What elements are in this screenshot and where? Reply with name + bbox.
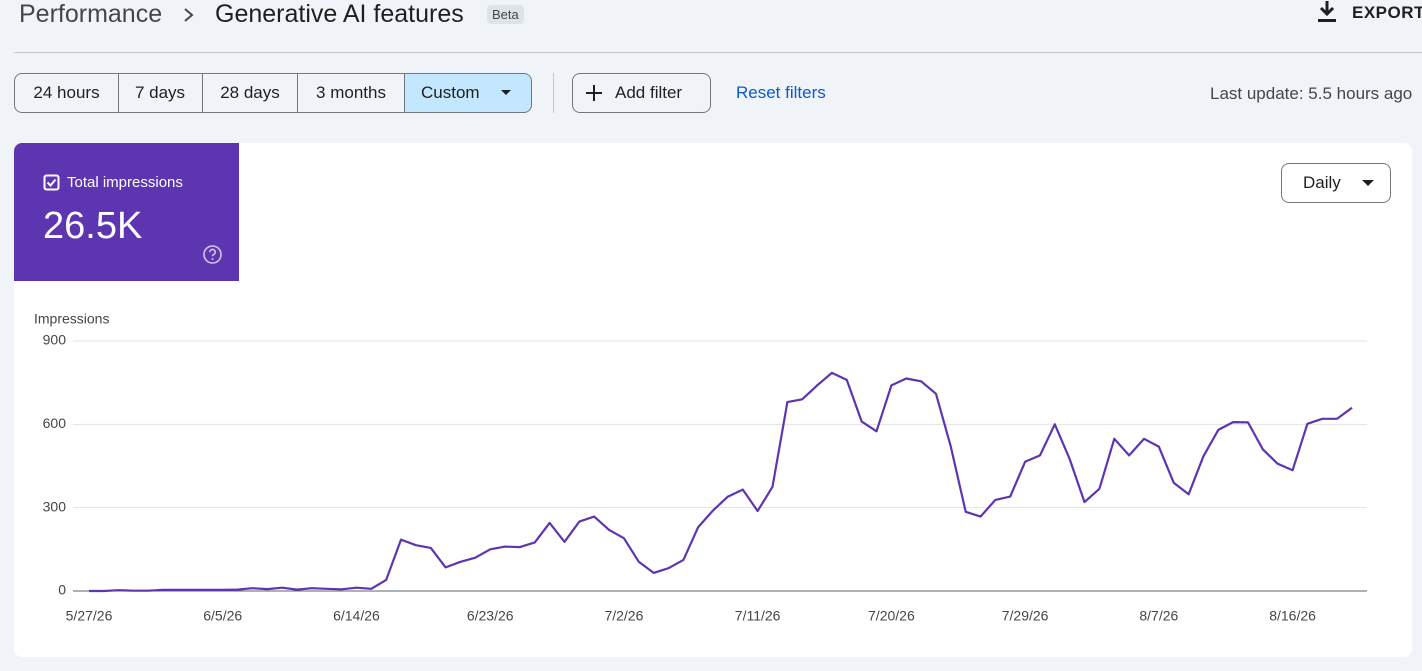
range-button[interactable]: 3 months — [298, 73, 405, 113]
x-tick-label: 7/20/26 — [868, 608, 915, 624]
page-title: Generative AI features — [215, 0, 464, 28]
separator — [553, 73, 554, 113]
range-button[interactable]: 28 days — [203, 73, 298, 113]
chevron — [184, 8, 194, 22]
help-icon[interactable] — [202, 244, 223, 265]
x-tick-label: 6/5/26 — [203, 608, 242, 624]
divider — [14, 52, 1422, 53]
dropdown-arrow — [1362, 180, 1374, 186]
checkbox[interactable] — [43, 174, 61, 192]
export-button[interactable]: EXPORT — [1352, 3, 1422, 22]
x-tick-label: 8/7/26 — [1139, 608, 1178, 624]
chart-card — [14, 143, 1412, 657]
x-tick-label: 5/27/26 — [66, 608, 113, 624]
breadcrumb-root[interactable]: Performance — [19, 0, 163, 28]
beta-badge: Beta — [487, 5, 524, 24]
metric-value: 26.5K — [43, 205, 143, 247]
x-tick-label: 6/23/26 — [467, 608, 514, 624]
range-button-selected[interactable]: Custom — [405, 73, 532, 113]
metric-label: Total impressions — [67, 174, 183, 191]
reset-filters[interactable]: Reset filters — [736, 83, 826, 102]
dropdown-arrow — [501, 90, 511, 95]
range-button[interactable]: 7 days — [118, 73, 203, 113]
y-tick-label: 600 — [43, 415, 67, 431]
last-update: Last update: 5.5 hours ago — [1210, 84, 1413, 103]
range-button[interactable]: 24 hours — [14, 73, 119, 113]
granularity-dropdown[interactable] — [1281, 163, 1391, 203]
add-filter-button[interactable] — [572, 73, 711, 113]
x-tick-label: 6/14/26 — [333, 608, 380, 624]
granularity-label: Daily — [1303, 173, 1341, 192]
x-tick-label: 7/11/26 — [735, 608, 781, 624]
y-tick-label: 0 — [58, 582, 66, 598]
y-axis-label: Impressions — [34, 311, 109, 327]
line-series — [89, 371, 1353, 593]
y-tick-label: 300 — [43, 498, 67, 514]
x-tick-label: 8/16/26 — [1269, 608, 1316, 624]
range-label: Custom — [421, 83, 480, 102]
x-tick-label: 7/2/26 — [604, 608, 643, 624]
y-tick-label: 900 — [43, 332, 67, 348]
metric-card[interactable] — [14, 143, 239, 281]
plus-icon — [586, 85, 602, 101]
download-icon — [1318, 1, 1336, 22]
x-tick-label: 7/29/26 — [1002, 608, 1049, 624]
add-filter-label: Add filter — [615, 83, 683, 102]
